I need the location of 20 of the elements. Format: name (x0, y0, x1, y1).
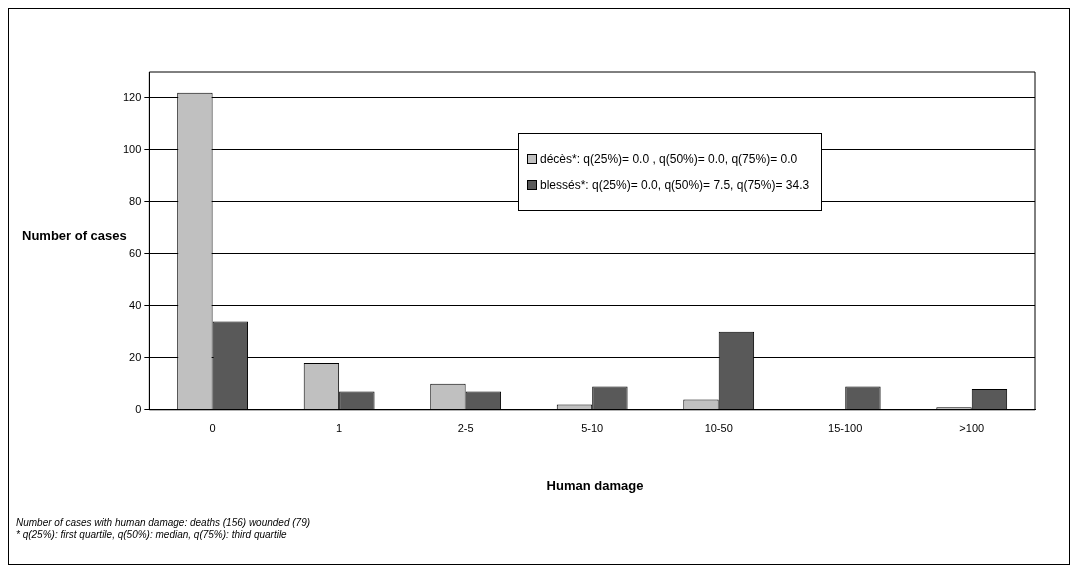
x-tick-label: 10-50 (704, 422, 733, 435)
y-tick-label: 0 (135, 402, 142, 415)
y-tick-label: 40 (129, 298, 142, 311)
y-tick-label: 100 (122, 142, 142, 155)
x-tick-label: 2-5 (457, 422, 474, 435)
legend-label: blessés*: q(25%)= 0.0, q(50%)= 7.5, q(75%)= 34.3 (540, 178, 810, 192)
x-tick-label: 0 (209, 422, 216, 435)
text: Number of cases with human damage: deaths (156) wounded (79) (16, 517, 311, 529)
y-tick-label: 120 (122, 91, 142, 104)
x-tick-label: 1 (336, 422, 343, 435)
y-axis-title: Number of cases (22, 228, 127, 243)
x-axis-title: Human damage (545, 478, 645, 493)
y-tick-label: 60 (129, 246, 142, 259)
x-tick-label: >100 (959, 422, 985, 435)
y-tick-label: 20 (129, 350, 142, 363)
legend-label: décès*: q(25%)= 0.0 , q(50%)= 0.0, q(75%)= 0.0 (540, 152, 798, 166)
x-tick-label: 15-100 (828, 422, 863, 435)
y-tick-label: 80 (129, 194, 142, 207)
text: * q(25%): first quartile, q(50%): median, q(75%): third quartile (16, 529, 288, 541)
x-tick-label: 5-10 (581, 422, 604, 435)
